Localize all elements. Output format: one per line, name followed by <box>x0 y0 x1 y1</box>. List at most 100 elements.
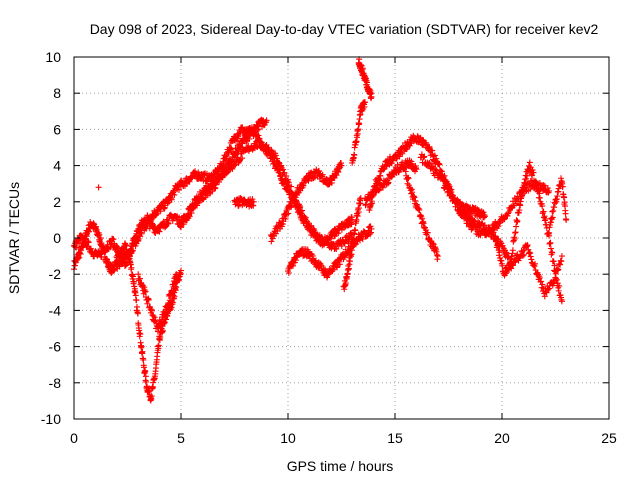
data-point <box>277 163 284 170</box>
data-point <box>332 245 339 252</box>
data-point <box>527 253 534 260</box>
data-point <box>526 249 533 256</box>
x-tick-label: 15 <box>387 430 403 446</box>
data-point <box>505 254 512 261</box>
data-point <box>448 189 455 196</box>
data-point <box>352 227 359 234</box>
data-point <box>93 223 100 230</box>
data-point <box>503 249 510 256</box>
data-point <box>272 230 279 237</box>
data-point <box>157 334 164 341</box>
data-point <box>145 296 152 303</box>
data-point <box>149 384 156 391</box>
data-point <box>343 233 350 240</box>
data-point <box>557 261 564 268</box>
data-point <box>550 258 557 265</box>
data-point <box>357 111 364 118</box>
data-point <box>480 209 487 216</box>
data-point <box>542 215 549 222</box>
data-point <box>369 200 376 207</box>
data-point <box>355 205 362 212</box>
data-point <box>440 177 447 184</box>
data-point <box>521 251 528 258</box>
data-point <box>159 316 166 323</box>
data-point <box>171 191 178 198</box>
data-point <box>562 210 569 217</box>
data-point <box>308 222 315 229</box>
data-point <box>122 262 129 269</box>
data-point <box>511 235 518 242</box>
y-tick-label: 4 <box>53 158 61 174</box>
data-point <box>496 249 503 256</box>
data-point <box>318 233 325 240</box>
data-point <box>408 158 415 165</box>
data-point <box>169 290 176 297</box>
y-tick-label: -8 <box>49 375 62 391</box>
data-point <box>481 213 488 220</box>
data-point <box>178 221 184 228</box>
y-tick-label: 10 <box>45 49 61 65</box>
data-point <box>173 271 180 278</box>
data-point <box>122 242 129 249</box>
data-point <box>354 134 361 141</box>
data-point <box>536 274 543 281</box>
data-point <box>347 258 354 265</box>
data-point <box>553 276 560 283</box>
data-point <box>358 62 365 69</box>
data-point <box>327 235 334 242</box>
data-point <box>333 245 340 252</box>
x-tick-label: 5 <box>177 430 185 446</box>
data-point <box>137 330 144 337</box>
data-point <box>436 161 443 168</box>
data-point <box>499 242 506 249</box>
data-point <box>368 93 375 100</box>
data-point <box>98 254 105 261</box>
data-point <box>538 278 545 285</box>
data-point <box>129 247 136 254</box>
data-point <box>496 220 503 227</box>
data-point <box>184 214 191 221</box>
data-point <box>453 197 460 204</box>
data-point <box>547 239 554 246</box>
y-tick-label: 2 <box>53 194 61 210</box>
data-point <box>544 286 551 293</box>
data-point <box>256 137 263 144</box>
data-point <box>529 172 536 179</box>
data-point <box>218 174 225 181</box>
data-point <box>280 166 287 173</box>
data-point <box>552 268 559 275</box>
data-point <box>305 177 312 184</box>
data-point <box>442 180 449 187</box>
data-point <box>549 249 556 256</box>
data-point <box>540 182 547 189</box>
data-point <box>283 172 290 179</box>
data-point <box>269 148 276 155</box>
data-point <box>471 217 478 224</box>
data-point <box>165 220 172 227</box>
data-point <box>563 216 570 223</box>
data-point <box>519 192 526 199</box>
x-tick-labels: 0 5 10 15 20 25 <box>70 430 617 446</box>
data-point <box>426 160 433 167</box>
data-point <box>507 264 514 271</box>
data-point <box>142 373 149 380</box>
data-point <box>141 364 148 371</box>
data-point <box>219 173 226 180</box>
data-point <box>549 208 556 215</box>
data-point <box>171 280 178 287</box>
data-point <box>362 99 369 106</box>
data-point <box>134 310 141 317</box>
data-point <box>350 240 357 247</box>
data-point <box>447 187 454 194</box>
data-point <box>110 236 117 243</box>
data-point <box>518 195 525 202</box>
data-point <box>107 244 114 251</box>
data-point <box>138 343 145 350</box>
data-point <box>547 245 554 252</box>
data-point <box>142 368 149 375</box>
data-point <box>462 208 469 215</box>
data-point <box>430 241 437 248</box>
data-point <box>541 182 548 189</box>
data-point <box>133 297 140 304</box>
data-point <box>176 276 183 283</box>
